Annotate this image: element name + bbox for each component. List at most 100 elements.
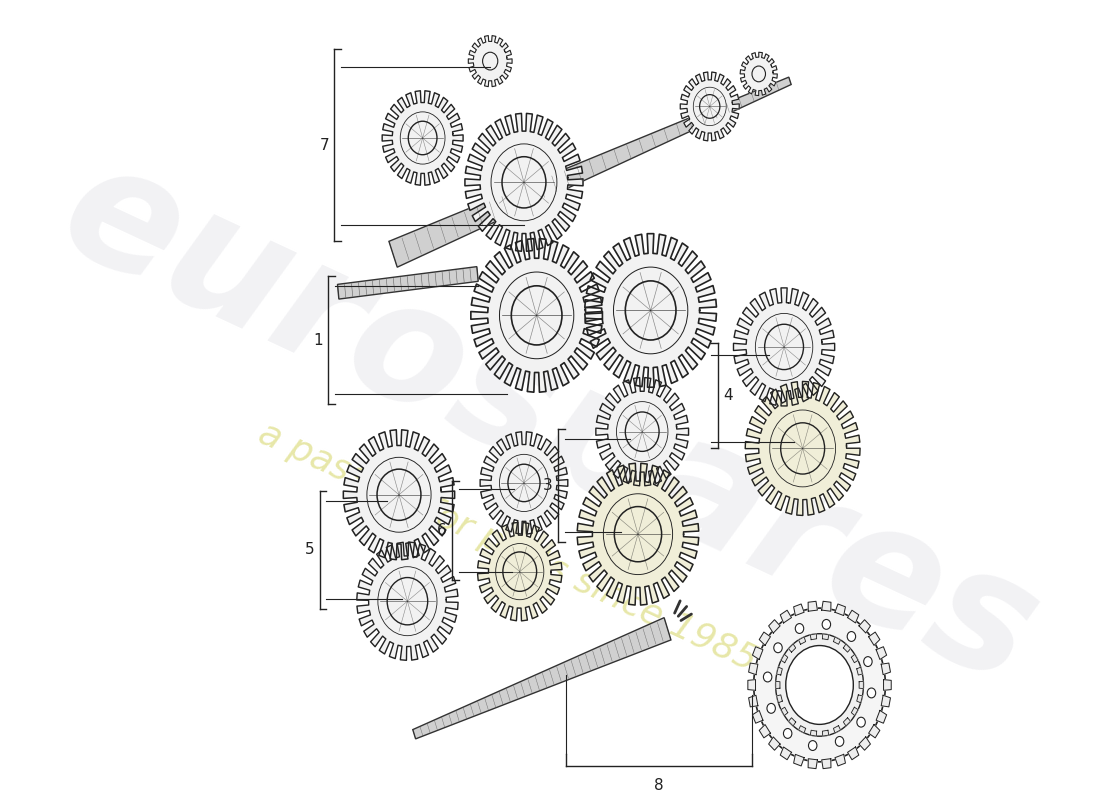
Circle shape xyxy=(752,66,766,82)
Polygon shape xyxy=(793,754,804,766)
Polygon shape xyxy=(823,634,828,640)
Polygon shape xyxy=(752,710,763,723)
Circle shape xyxy=(783,729,792,738)
Polygon shape xyxy=(777,695,782,703)
Polygon shape xyxy=(881,695,891,707)
Polygon shape xyxy=(780,610,792,623)
Circle shape xyxy=(785,646,854,724)
Circle shape xyxy=(614,506,661,562)
Circle shape xyxy=(867,688,876,698)
Polygon shape xyxy=(844,718,850,726)
Polygon shape xyxy=(769,620,780,633)
Polygon shape xyxy=(477,522,562,621)
Polygon shape xyxy=(881,663,891,674)
Polygon shape xyxy=(844,644,850,652)
Polygon shape xyxy=(851,707,858,716)
Circle shape xyxy=(795,623,804,634)
Circle shape xyxy=(763,672,772,682)
Polygon shape xyxy=(748,680,756,690)
Circle shape xyxy=(764,324,803,370)
Polygon shape xyxy=(811,634,816,640)
Polygon shape xyxy=(793,604,804,615)
Polygon shape xyxy=(469,35,513,86)
Text: 1: 1 xyxy=(314,333,323,347)
Polygon shape xyxy=(811,730,816,736)
Polygon shape xyxy=(343,430,454,560)
Polygon shape xyxy=(769,737,780,750)
Polygon shape xyxy=(680,72,739,141)
Polygon shape xyxy=(799,726,805,733)
Polygon shape xyxy=(740,52,778,95)
Text: 6: 6 xyxy=(438,522,447,538)
Polygon shape xyxy=(382,90,463,186)
Polygon shape xyxy=(759,632,770,646)
Circle shape xyxy=(503,552,537,591)
Circle shape xyxy=(625,412,659,451)
Polygon shape xyxy=(822,758,830,769)
Polygon shape xyxy=(857,695,862,703)
Polygon shape xyxy=(808,758,817,769)
Polygon shape xyxy=(781,654,788,662)
Polygon shape xyxy=(749,695,758,707)
Polygon shape xyxy=(356,542,458,660)
Circle shape xyxy=(508,464,540,502)
Polygon shape xyxy=(835,604,846,615)
Polygon shape xyxy=(834,726,840,733)
Polygon shape xyxy=(781,707,788,716)
Circle shape xyxy=(483,52,498,70)
Polygon shape xyxy=(848,610,859,623)
Polygon shape xyxy=(471,238,603,392)
Circle shape xyxy=(625,281,676,340)
Circle shape xyxy=(502,157,546,208)
Polygon shape xyxy=(789,644,795,652)
Circle shape xyxy=(847,631,856,642)
Circle shape xyxy=(822,619,830,630)
Polygon shape xyxy=(859,737,870,750)
Circle shape xyxy=(781,423,825,474)
Polygon shape xyxy=(780,747,792,760)
Polygon shape xyxy=(389,77,791,267)
Text: 8: 8 xyxy=(654,778,664,793)
Text: eurospares: eurospares xyxy=(37,127,1062,720)
Polygon shape xyxy=(789,718,795,726)
Circle shape xyxy=(700,94,719,118)
Circle shape xyxy=(512,286,562,345)
Polygon shape xyxy=(338,266,478,299)
Circle shape xyxy=(377,469,421,520)
Circle shape xyxy=(776,634,864,736)
Circle shape xyxy=(864,657,872,666)
Polygon shape xyxy=(808,602,817,611)
Circle shape xyxy=(408,122,437,154)
Circle shape xyxy=(773,643,782,653)
Polygon shape xyxy=(749,663,758,674)
Polygon shape xyxy=(859,682,864,689)
Polygon shape xyxy=(851,654,858,662)
Circle shape xyxy=(835,737,844,746)
Polygon shape xyxy=(869,725,880,738)
Polygon shape xyxy=(745,382,860,515)
Text: 5: 5 xyxy=(305,542,315,558)
Circle shape xyxy=(767,703,775,714)
Polygon shape xyxy=(585,234,716,387)
Polygon shape xyxy=(859,620,870,633)
Polygon shape xyxy=(883,680,891,690)
Polygon shape xyxy=(734,288,835,406)
Polygon shape xyxy=(596,378,689,486)
Polygon shape xyxy=(578,463,698,605)
Polygon shape xyxy=(465,114,583,251)
Polygon shape xyxy=(799,637,805,644)
Polygon shape xyxy=(848,747,859,760)
Text: 4: 4 xyxy=(724,388,733,403)
Polygon shape xyxy=(857,667,862,675)
Polygon shape xyxy=(877,710,887,723)
Polygon shape xyxy=(481,432,568,534)
Circle shape xyxy=(754,608,886,762)
Polygon shape xyxy=(835,754,846,766)
Polygon shape xyxy=(776,682,780,689)
Polygon shape xyxy=(822,602,830,611)
Polygon shape xyxy=(877,646,887,659)
Circle shape xyxy=(808,741,817,750)
Polygon shape xyxy=(412,618,671,739)
Polygon shape xyxy=(777,667,782,675)
Polygon shape xyxy=(834,637,840,644)
